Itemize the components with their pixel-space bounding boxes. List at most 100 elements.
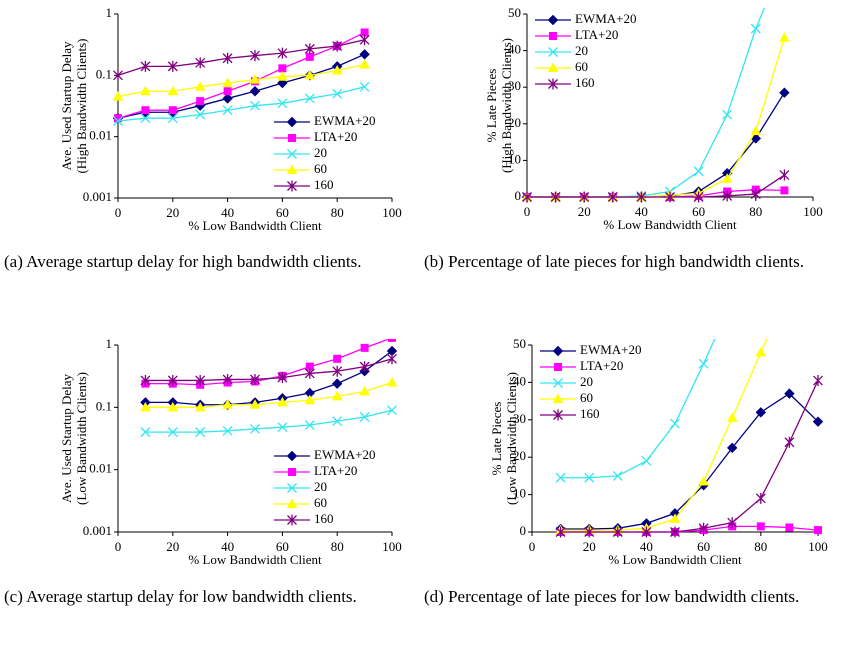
marker bbox=[222, 93, 233, 104]
x-tick-label: 20 bbox=[166, 539, 179, 554]
marker bbox=[584, 526, 595, 538]
marker bbox=[194, 401, 206, 412]
marker bbox=[665, 191, 675, 203]
marker bbox=[277, 372, 288, 384]
marker bbox=[784, 436, 795, 448]
marker bbox=[304, 420, 315, 430]
x-axis-label: % Low Bandwidth Client bbox=[188, 552, 322, 567]
marker bbox=[607, 191, 618, 203]
series-line bbox=[145, 350, 393, 406]
marker bbox=[249, 399, 261, 409]
marker bbox=[693, 191, 704, 203]
marker bbox=[360, 28, 369, 37]
marker bbox=[167, 374, 178, 386]
plot-area bbox=[555, 228, 824, 538]
y-tick-label: 0 bbox=[520, 523, 527, 538]
marker bbox=[167, 113, 178, 124]
x-axis-label: % Low Bandwidth Client bbox=[603, 217, 737, 232]
marker bbox=[333, 354, 342, 363]
marker bbox=[249, 86, 261, 97]
y-axis-label: % Late Pieces bbox=[484, 69, 499, 143]
legend-label: 60 bbox=[314, 161, 327, 176]
marker bbox=[579, 191, 590, 203]
marker bbox=[277, 47, 288, 59]
marker bbox=[750, 125, 762, 136]
marker bbox=[304, 43, 315, 55]
marker bbox=[548, 78, 558, 90]
y-tick-label: 0.01 bbox=[89, 128, 112, 143]
marker bbox=[552, 345, 564, 357]
marker bbox=[222, 52, 233, 64]
legend-label: 160 bbox=[580, 406, 600, 421]
x-tick-label: 40 bbox=[635, 204, 648, 219]
legend-label: 160 bbox=[314, 511, 334, 526]
marker bbox=[555, 472, 566, 483]
legend-label: LTA+20 bbox=[575, 27, 618, 42]
marker bbox=[726, 442, 738, 454]
caption: (c) Average startup delay for low bandwi… bbox=[4, 587, 357, 606]
marker bbox=[277, 71, 288, 81]
x-tick-label: 80 bbox=[754, 539, 767, 554]
marker bbox=[386, 377, 398, 387]
marker bbox=[555, 526, 566, 538]
legend-label: 160 bbox=[575, 75, 595, 90]
marker bbox=[360, 343, 369, 352]
marker bbox=[114, 114, 122, 123]
series-line bbox=[527, 92, 785, 198]
x-tick-label: 40 bbox=[221, 539, 234, 554]
marker bbox=[141, 106, 150, 115]
caption: (a) Average startup delay for high bandw… bbox=[4, 252, 362, 271]
y-tick-label: 40 bbox=[508, 42, 521, 57]
x-tick-label: 60 bbox=[276, 539, 289, 554]
x-tick-label: 60 bbox=[692, 204, 705, 219]
marker bbox=[332, 88, 343, 99]
series-line bbox=[117, 86, 365, 122]
marker bbox=[779, 32, 790, 42]
x-tick-label: 0 bbox=[115, 539, 122, 554]
marker bbox=[549, 32, 557, 40]
marker bbox=[167, 401, 179, 412]
marker bbox=[286, 498, 298, 508]
marker bbox=[167, 60, 178, 72]
legend-label: EWMA+20 bbox=[314, 447, 376, 462]
y-tick-label: 10 bbox=[513, 486, 526, 501]
y-tick-label: 0.01 bbox=[89, 461, 112, 476]
marker bbox=[332, 40, 343, 52]
marker bbox=[222, 77, 233, 87]
marker bbox=[785, 284, 794, 292]
y-tick-label: 1 bbox=[106, 336, 113, 351]
marker bbox=[785, 523, 794, 532]
y-tick-label: 0.001 bbox=[83, 523, 112, 538]
marker bbox=[670, 526, 680, 538]
legend-label: LTA+20 bbox=[580, 358, 623, 373]
marker bbox=[756, 522, 765, 531]
marker bbox=[359, 412, 370, 422]
marker bbox=[250, 373, 260, 385]
legend-label: EWMA+20 bbox=[314, 113, 376, 128]
series-line bbox=[117, 53, 365, 119]
y-tick-label: 0 bbox=[515, 188, 522, 203]
x-tick-label: 0 bbox=[115, 205, 122, 220]
marker bbox=[113, 69, 123, 81]
marker bbox=[548, 47, 558, 57]
marker bbox=[288, 468, 296, 476]
y-tick-label: 20 bbox=[513, 448, 526, 463]
marker bbox=[553, 409, 563, 421]
marker bbox=[277, 422, 288, 433]
x-tick-label: 40 bbox=[221, 205, 234, 220]
legend-label: 60 bbox=[575, 59, 588, 74]
marker bbox=[195, 374, 206, 386]
x-tick-label: 100 bbox=[382, 539, 402, 554]
marker bbox=[814, 228, 823, 236]
marker bbox=[194, 81, 206, 91]
marker bbox=[195, 57, 206, 69]
marker bbox=[779, 87, 790, 98]
legend-label: 160 bbox=[314, 177, 334, 192]
marker bbox=[140, 374, 151, 386]
marker bbox=[359, 59, 370, 69]
marker bbox=[728, 296, 737, 305]
marker bbox=[522, 191, 532, 203]
marker bbox=[547, 62, 559, 72]
